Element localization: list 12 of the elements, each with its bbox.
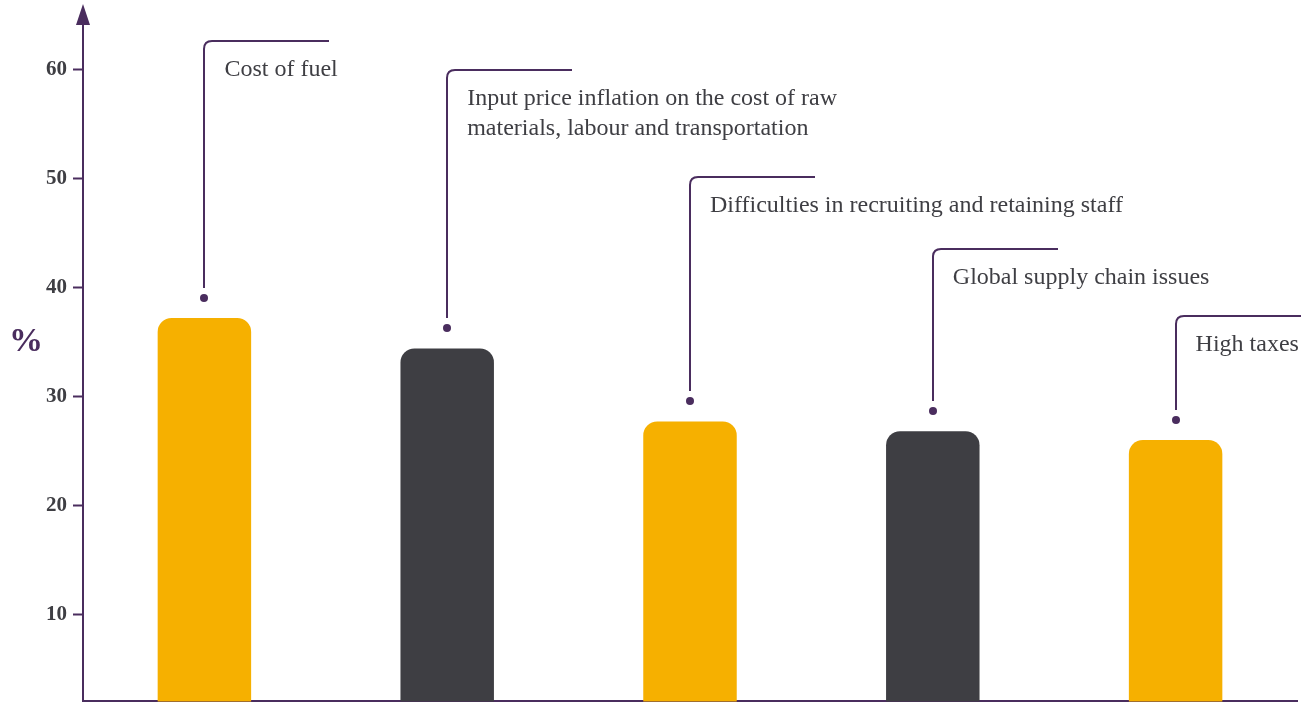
y-tick-label: 10 [46, 600, 67, 625]
annotation: Input price inflation on the cost of raw materials, labour and transportation [467, 83, 838, 143]
annotation: Difficulties in recruiting and retaining staff [710, 190, 1123, 220]
y-tick-label: 50 [46, 164, 67, 189]
y-tick-label: 30 [46, 382, 67, 407]
y-axis-title: % [9, 320, 43, 358]
annotation: High taxes [1195, 328, 1299, 358]
y-tick-label: 20 [46, 491, 67, 516]
y-tick-label: 40 [46, 273, 67, 298]
y-tick-label: 60 [46, 56, 67, 80]
annotation: Cost of fuel [224, 53, 338, 83]
annotation: Global supply chain issues [952, 262, 1210, 292]
